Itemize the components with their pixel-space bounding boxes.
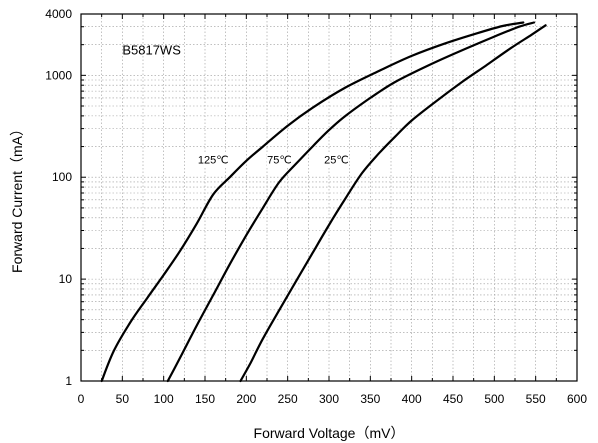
- x-tick-label: 50: [116, 392, 130, 406]
- series-label-1: 75℃: [267, 154, 292, 166]
- x-axis: 0 50 100 150 200 250 300 350 400 450 500 550 600: [78, 14, 587, 406]
- y-tick-label: 100: [52, 170, 72, 184]
- x-tick-label: 450: [443, 392, 463, 406]
- x-axis-title: Forward Voltage（mV）: [254, 425, 405, 441]
- y-axis: 1 10 100 1000 4000: [45, 7, 577, 388]
- x-tick-label: 150: [195, 392, 215, 406]
- series-line-0: [100, 21, 525, 383]
- x-tick-label: 400: [402, 392, 422, 406]
- y-tick-label: 4000: [45, 7, 72, 21]
- x-tick-label: 0: [78, 392, 85, 406]
- x-tick-label: 550: [526, 392, 546, 406]
- x-tick-label: 200: [236, 392, 256, 406]
- grid: [81, 14, 577, 381]
- y-tick-label: 10: [59, 272, 73, 286]
- series-layer: [100, 21, 547, 383]
- series-label-bg: [323, 152, 349, 167]
- x-tick-label: 600: [567, 392, 587, 406]
- series-label-2: 25℃: [324, 154, 349, 166]
- x-tick-label: 500: [484, 392, 504, 406]
- y-tick-label: 1: [65, 374, 72, 388]
- x-tick-label: 350: [360, 392, 380, 406]
- chart-annotation: B5817WS: [122, 43, 181, 58]
- x-tick-label: 100: [154, 392, 174, 406]
- series-label-bg: [266, 152, 292, 167]
- series-line-2: [239, 24, 547, 383]
- labels-layer: 125℃ 75℃ 25℃: [197, 152, 349, 167]
- x-tick-label: 250: [278, 392, 298, 406]
- series-label-0: 125℃: [198, 154, 229, 166]
- y-tick-label: 1000: [45, 68, 72, 82]
- x-tick-label: 300: [319, 392, 339, 406]
- series-label-bg: [197, 152, 230, 167]
- y-axis-title: Forward Current（mA）: [9, 122, 25, 273]
- series-line-1: [166, 21, 536, 383]
